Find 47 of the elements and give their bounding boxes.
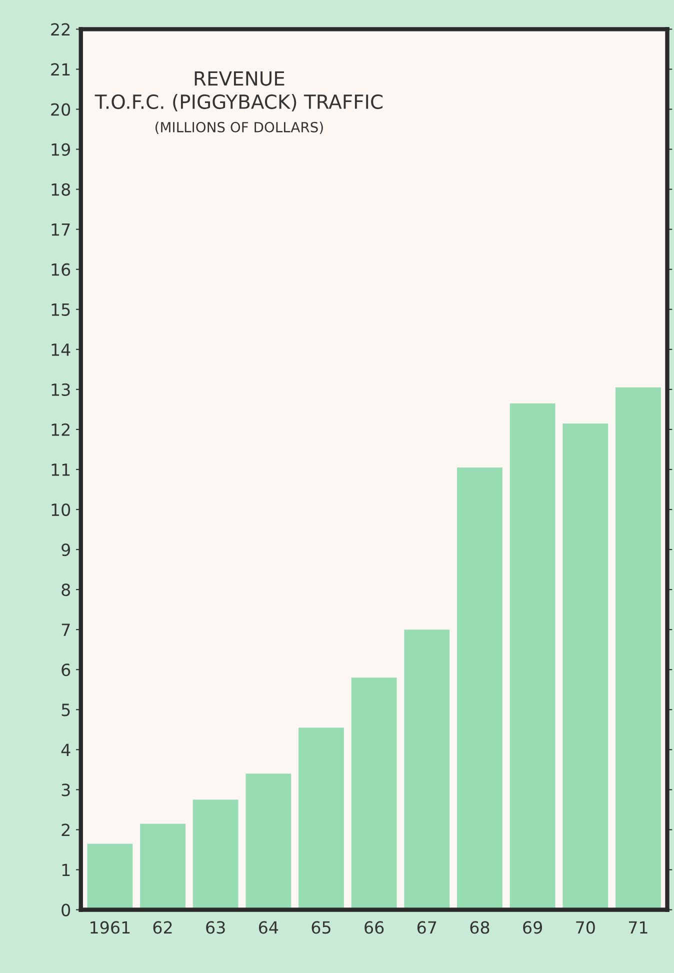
bar [246,774,292,910]
bar [457,467,502,910]
y-tick-label: 19 [52,143,70,156]
y-tick-label: 2 [62,824,70,836]
x-tick-label: 1961 [90,921,130,934]
y-tick-label: 7 [62,624,70,636]
bar [562,423,608,910]
x-tick-label: 63 [206,921,225,934]
y-tick-label: 10 [52,503,70,516]
bar [298,728,344,910]
y-tick-label: 17 [52,224,70,236]
y-tick-label: 18 [52,183,70,196]
x-tick-label: 67 [417,921,436,934]
y-tick-label: 20 [51,103,70,116]
y-tick-label: 6 [62,664,70,676]
bar [510,403,556,910]
y-tick-label: 4 [61,744,70,756]
bar [192,800,238,910]
x-tick-label: 66 [364,921,384,934]
x-tick-label: 62 [153,921,172,934]
y-tick-label: 14 [52,344,70,356]
text: REVENUE T.O.F.C. (PIGGYBACK) TRAFFIC [94,71,382,112]
y-tick-label: 16 [52,263,70,276]
bar [87,844,133,910]
y-tick-label: 9 [62,543,70,556]
y-tick-label: 12 [52,423,70,436]
y-tick-label: 13 [52,383,70,396]
x-tick-label: 68 [470,921,490,934]
y-tick-label: 15 [52,304,70,316]
y-tick-label: 5 [62,704,70,716]
x-tick-label: 65 [312,921,330,934]
bar [404,630,450,910]
bar [351,678,397,910]
y-tick-label: 1 [62,864,70,876]
y-tick-label: 22 [51,23,70,36]
text: (MILLIONS OF DOLLARS) [156,122,323,134]
y-tick-label: 21 [51,63,70,76]
x-tick-label: 69 [523,921,542,934]
x-tick-label: 64 [258,921,278,934]
y-tick-label: 11 [52,464,70,476]
x-tick-label: 71 [628,921,648,934]
x-tick-label: 70 [576,921,595,934]
y-tick-label: 0 [62,904,70,916]
y-tick-label: 8 [62,584,70,596]
bar [140,824,186,910]
bar [615,387,661,910]
y-tick-label: 3 [62,784,70,796]
